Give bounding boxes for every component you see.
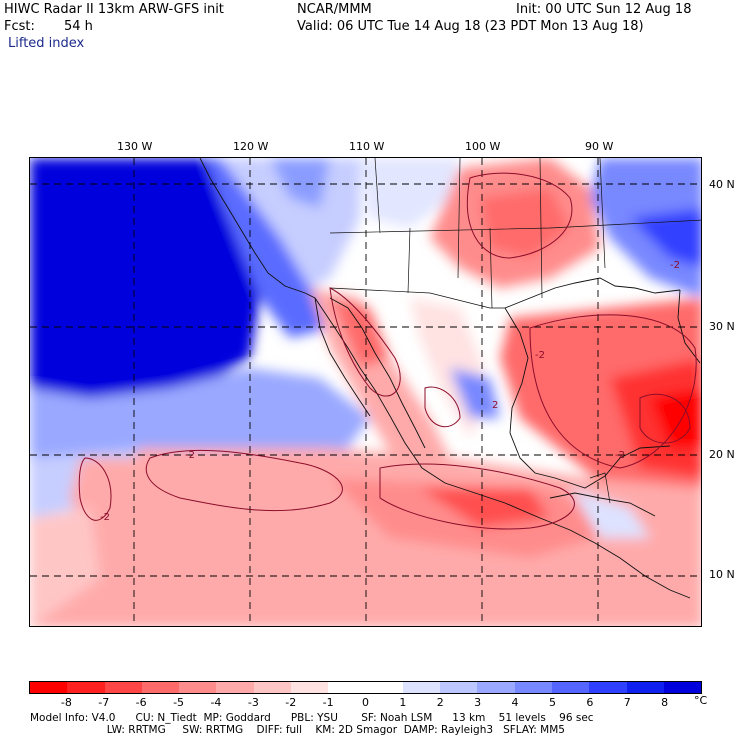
model-info-line-2: LW: RRTMG SW: RRTMG DIFF: full KM: 2D Sm… <box>30 724 565 736</box>
field-name: Lifted index <box>8 36 85 51</box>
colorbar-swatch <box>290 682 329 693</box>
colorbar-tick-label: -4 <box>210 696 222 709</box>
lon-label-130w: 130 W <box>117 140 153 153</box>
colorbar-unit: °C <box>694 694 708 707</box>
colorbar-swatch <box>104 682 142 693</box>
contour-label-group: -2 -2 2 -2 -2 -2 <box>100 260 680 523</box>
header-valid: Valid: 06 UTC Tue 14 Aug 18 (23 PDT Mon … <box>297 19 644 34</box>
contour-label: -2 <box>185 450 195 461</box>
colorbar-swatch <box>253 682 291 693</box>
lifted-index-contours <box>78 172 697 530</box>
colorbar-tick-label: 5 <box>548 696 556 709</box>
colorbar-tick-label: 6 <box>586 696 594 709</box>
colorbar-swatch <box>440 682 478 693</box>
header-org: NCAR/MMM <box>297 2 372 17</box>
colorbar-tick-label: -1 <box>322 696 334 709</box>
model-info-line-1: Model Info: V4.0 CU: N_Tiedt MP: Goddard… <box>30 712 594 724</box>
colorbar-tick-label: 0 <box>362 696 369 709</box>
colorbar-swatch <box>328 682 366 693</box>
header-init: Init: 00 UTC Sun 12 Aug 18 <box>516 2 692 17</box>
colorbar-tick-label: 2 <box>436 696 444 709</box>
lat-label-10n: 10 N <box>709 568 735 581</box>
colorbar-swatch <box>551 682 590 693</box>
colorbar-swatch <box>477 682 515 693</box>
forecast-hours: 54 h <box>64 19 93 34</box>
lat-label-20n: 20 N <box>709 448 735 461</box>
contour-label: -2 <box>615 450 625 461</box>
colorbar-swatch <box>179 682 217 693</box>
map-canvas: -2 -2 2 -2 -2 -2 <box>30 158 701 626</box>
colorbar-swatch <box>514 682 552 693</box>
colorbar-swatch <box>663 682 702 693</box>
colorbar-swatch <box>626 682 664 693</box>
colorbar-tick-label: -3 <box>247 696 259 709</box>
lon-label-90w: 90 W <box>585 140 614 153</box>
colorbar-tick-label: -2 <box>285 696 297 709</box>
contour-label: 2 <box>492 400 498 411</box>
lon-label-100w: 100 W <box>465 140 501 153</box>
lat-label-40n: 40 N <box>709 178 735 191</box>
colorbar-swatch <box>67 682 105 693</box>
contour-label: -2 <box>535 350 545 361</box>
colorbar-tick-label: -5 <box>173 696 185 709</box>
lon-label-110w: 110 W <box>349 140 385 153</box>
colorbar-swatch <box>30 682 68 693</box>
colorbar-tick-label: -6 <box>135 696 147 709</box>
colorbar <box>29 681 702 694</box>
coastlines <box>199 158 701 599</box>
colorbar-swatch <box>216 682 254 693</box>
graticule <box>30 158 701 626</box>
lon-label-120w: 120 W <box>233 140 269 153</box>
header-title: HIWC Radar II 13km ARW-GFS init <box>4 2 224 17</box>
political-borders <box>329 158 701 504</box>
colorbar-swatch <box>141 682 180 693</box>
colorbar-swatch <box>589 682 627 693</box>
colorbar-tick-label: 7 <box>623 696 631 709</box>
contour-label: -2 <box>100 512 110 523</box>
colorbar-tick-label: 8 <box>661 696 669 709</box>
forecast-label: Fcst: <box>4 19 35 34</box>
lifted-index-map: -2 -2 2 -2 -2 -2 <box>29 157 702 627</box>
colorbar-tick-label: -7 <box>98 696 110 709</box>
colorbar-swatch <box>402 682 441 693</box>
contour-label: -2 <box>670 260 680 271</box>
colorbar-swatch <box>365 682 403 693</box>
colorbar-tick-label: 1 <box>399 696 407 709</box>
field-shading <box>30 158 701 626</box>
colorbar-tick-label: 3 <box>474 696 482 709</box>
colorbar-tick-label: -8 <box>60 696 72 709</box>
colorbar-tick-label: 4 <box>511 696 519 709</box>
lat-label-30n: 30 N <box>709 320 735 333</box>
